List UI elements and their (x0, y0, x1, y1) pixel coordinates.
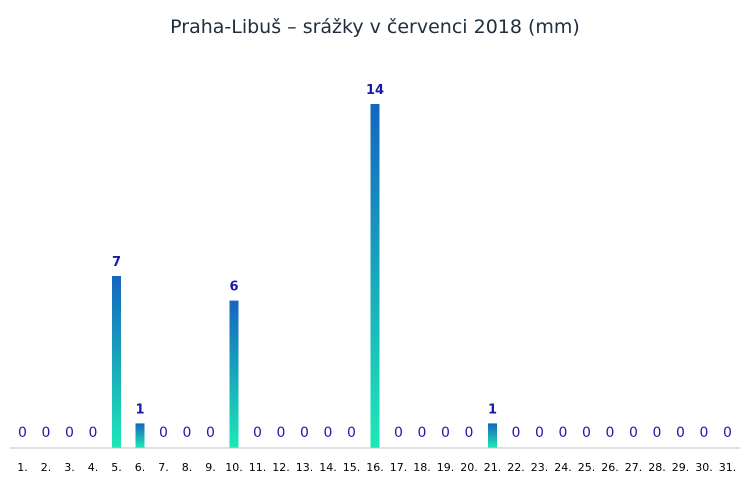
x-tick-label: 13. (296, 461, 314, 474)
value-label-day-1: 0 (18, 425, 27, 441)
value-label-day-6: 1 (135, 402, 144, 417)
bar-day-6 (135, 423, 145, 448)
value-label-day-12: 0 (277, 425, 286, 441)
value-label-day-28: 0 (653, 425, 662, 441)
value-label-day-16: 14 (366, 83, 384, 98)
value-label-day-20: 0 (465, 425, 474, 441)
x-tick-label: 18. (413, 461, 431, 474)
value-label-day-13: 0 (300, 425, 309, 441)
x-tick-label: 16. (366, 461, 384, 474)
x-tick-labels-group: 1. 2. 3. 4. 5. 6. 7. 8. 9. 10. 11. 12. 13. 14. 15. 16. 1… (17, 461, 736, 474)
x-tick-label: 25. (578, 461, 596, 474)
x-tick-label: 15. (343, 461, 361, 474)
chart-title: Praha-Libuš – srážky v červenci 2018 (mm… (170, 16, 580, 38)
x-tick-label: 7. (158, 461, 169, 474)
x-tick-label: 27. (625, 461, 643, 474)
value-label-day-22: 0 (512, 425, 521, 441)
x-tick-label: 19. (437, 461, 455, 474)
value-label-day-11: 0 (253, 425, 262, 441)
x-tick-label: 10. (225, 461, 243, 474)
value-label-day-29: 0 (676, 425, 685, 441)
value-label-day-25: 0 (582, 425, 591, 441)
value-label-day-24: 0 (559, 425, 568, 441)
value-label-day-17: 0 (394, 425, 403, 441)
value-label-day-27: 0 (629, 425, 638, 441)
x-tick-label: 30. (695, 461, 713, 474)
x-tick-label: 8. (182, 461, 193, 474)
x-tick-label: 20. (460, 461, 478, 474)
value-label-day-2: 0 (42, 425, 51, 441)
x-tick-label: 31. (719, 461, 737, 474)
bar-day-16 (370, 104, 380, 448)
value-label-day-23: 0 (535, 425, 544, 441)
value-label-day-30: 0 (700, 425, 709, 441)
x-tick-label: 28. (648, 461, 666, 474)
value-label-day-14: 0 (324, 425, 333, 441)
x-tick-label: 14. (319, 461, 337, 474)
value-label-day-3: 0 (65, 425, 74, 441)
value-label-day-31: 0 (723, 425, 732, 441)
value-label-day-26: 0 (606, 425, 615, 441)
x-tick-label: 11. (249, 461, 267, 474)
bar-day-5 (112, 276, 121, 448)
x-tick-label: 29. (672, 461, 690, 474)
x-tick-label: 2. (41, 461, 52, 474)
value-label-day-5: 7 (112, 255, 121, 270)
value-label-day-4: 0 (89, 425, 98, 441)
x-tick-label: 23. (531, 461, 549, 474)
value-label-day-7: 0 (159, 425, 168, 441)
value-label-day-8: 0 (183, 425, 192, 441)
x-tick-label: 1. (17, 461, 28, 474)
x-tick-label: 4. (88, 461, 99, 474)
value-label-day-19: 0 (441, 425, 450, 441)
x-tick-label: 12. (272, 461, 290, 474)
x-tick-label: 6. (135, 461, 146, 474)
x-tick-label: 9. (205, 461, 216, 474)
value-label-day-10: 6 (229, 280, 238, 295)
x-tick-label: 3. (64, 461, 75, 474)
x-tick-label: 21. (484, 461, 502, 474)
x-tick-label: 17. (390, 461, 408, 474)
value-label-day-21: 1 (488, 402, 497, 417)
value-label-day-15: 0 (347, 425, 356, 441)
x-tick-label: 26. (601, 461, 619, 474)
value-label-day-18: 0 (418, 425, 427, 441)
bar-day-21 (488, 423, 497, 448)
value-label-day-9: 0 (206, 425, 215, 441)
x-tick-label: 24. (554, 461, 572, 474)
bars-group (112, 104, 497, 448)
x-tick-label: 5. (111, 461, 122, 474)
x-tick-label: 22. (507, 461, 525, 474)
bar-day-10 (229, 300, 239, 448)
